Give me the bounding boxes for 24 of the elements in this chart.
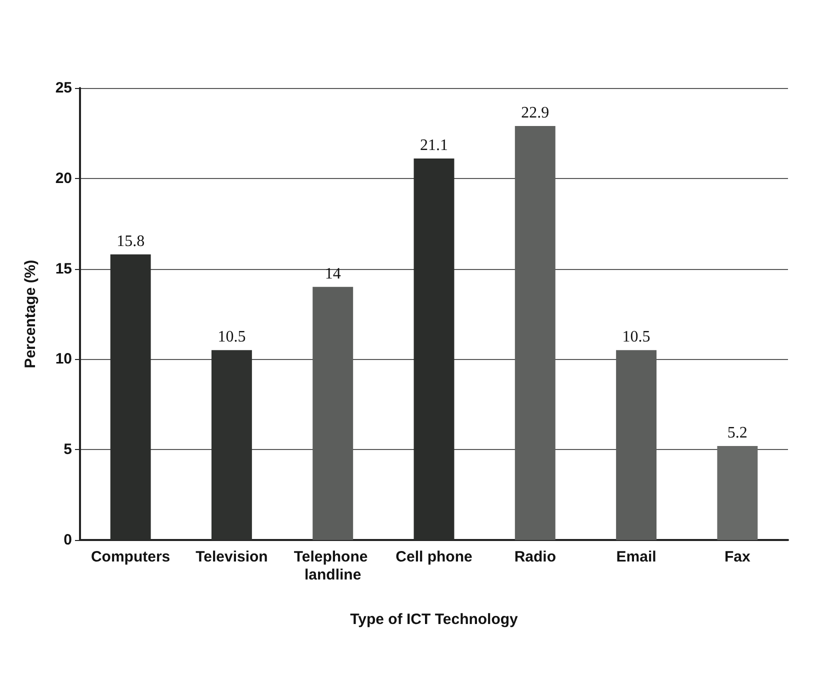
y-tick-label: 20 bbox=[55, 170, 72, 187]
x-tick-label: Radio bbox=[514, 548, 556, 566]
x-tick-label: Fax bbox=[724, 548, 752, 566]
data-label: 21.1 bbox=[420, 137, 448, 154]
y-tick-label: 0 bbox=[64, 532, 72, 548]
data-label: 22.9 bbox=[521, 104, 550, 122]
data-label: 5.2 bbox=[727, 424, 748, 442]
x-tick-label: Television bbox=[196, 548, 268, 566]
y-tick-label: 5 bbox=[64, 441, 72, 458]
x-tick-label: Computers bbox=[90, 548, 170, 566]
y-tick-label: 10 bbox=[55, 350, 72, 368]
x-tick-label: Cell phone bbox=[396, 548, 472, 566]
x-tick-label: Telephone landline bbox=[294, 548, 372, 584]
y-tick-label: 15 bbox=[55, 260, 72, 278]
y-tick-label: 25 bbox=[55, 80, 72, 96]
x-axis-title: Type of ICT Technology bbox=[350, 611, 519, 628]
data-label: 14 bbox=[324, 265, 341, 282]
data-label: 10.5 bbox=[622, 328, 650, 346]
data-label: 10.5 bbox=[218, 328, 246, 346]
bar bbox=[717, 446, 758, 540]
x-tick-label: Email bbox=[616, 548, 656, 566]
y-axis-title: Percentage (%) bbox=[22, 260, 39, 368]
bar bbox=[211, 350, 252, 540]
data-label: 15.8 bbox=[116, 232, 145, 250]
